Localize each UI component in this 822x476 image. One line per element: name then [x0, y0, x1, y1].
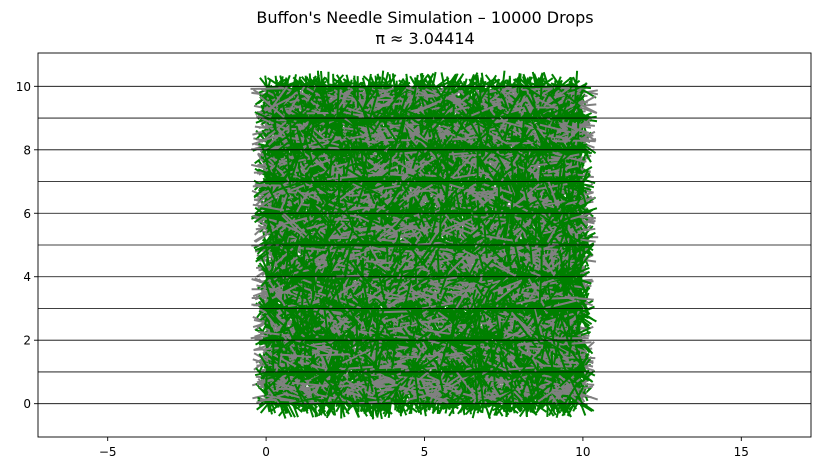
x-tick-label: 0: [262, 445, 270, 459]
y-tick-label: 10: [16, 80, 31, 94]
axes: −5 0 5 10 15 0 2 4 6 8 10: [16, 52, 812, 459]
x-tick-label: 15: [734, 445, 749, 459]
needle-cross: [256, 71, 594, 419]
y-tick-label: 2: [23, 334, 31, 348]
x-tick-label: 10: [575, 445, 590, 459]
y-tick-label: 6: [23, 207, 31, 221]
y-tick-label: 0: [23, 397, 31, 411]
chart-subtitle: π ≈ 3.04414: [375, 29, 474, 48]
x-tick-label: −5: [99, 445, 117, 459]
chart-title: Buffon's Needle Simulation – 10000 Drops: [256, 8, 593, 27]
y-tick-label: 4: [23, 270, 31, 284]
needle-layer: [250, 70, 599, 420]
y-tick-label: 8: [23, 143, 31, 157]
line-layer: [38, 85, 811, 405]
x-tick-label: 5: [421, 445, 429, 459]
